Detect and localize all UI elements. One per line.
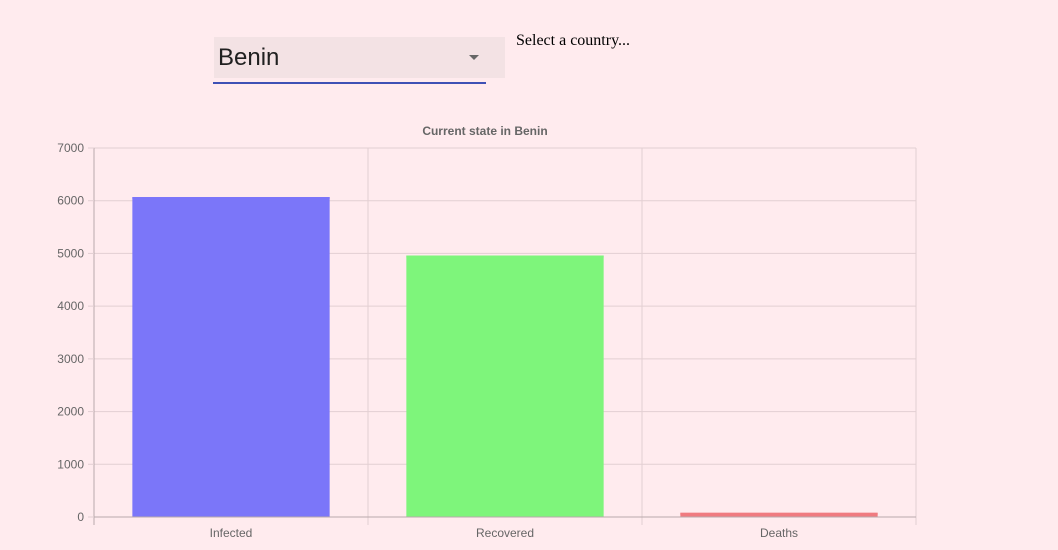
chart-title: Current state in Benin [422,124,547,138]
x-tick-label: Recovered [476,526,534,540]
y-tick-label: 5000 [57,246,84,260]
y-tick-label: 6000 [57,194,84,208]
chart-bars [132,197,878,517]
chart-axes [88,147,916,518]
y-tick-label: 2000 [57,405,84,419]
x-tick-label: Infected [210,526,253,540]
select-country-label: Select a country... [516,32,631,49]
x-axis-tick-labels: Infected Recovered Deaths [210,526,798,540]
bar-deaths [680,512,878,517]
x-tick-label: Deaths [760,526,798,540]
country-select[interactable]: Benin [213,37,505,84]
y-tick-label: 4000 [57,299,84,313]
y-tick-label: 1000 [57,457,84,471]
y-tick-label: 0 [77,510,84,524]
bar-infected [132,197,330,517]
bar-recovered [406,255,604,517]
y-tick-label: 3000 [57,352,84,366]
select-underline [213,82,486,84]
y-tick-label: 7000 [57,141,84,155]
y-axis-tick-labels: 0 1000 2000 3000 4000 5000 6000 7000 [57,141,84,524]
country-select-box[interactable]: Benin [214,37,505,78]
country-select-value: Benin [218,44,280,71]
dropdown-arrow-icon[interactable] [469,55,479,60]
